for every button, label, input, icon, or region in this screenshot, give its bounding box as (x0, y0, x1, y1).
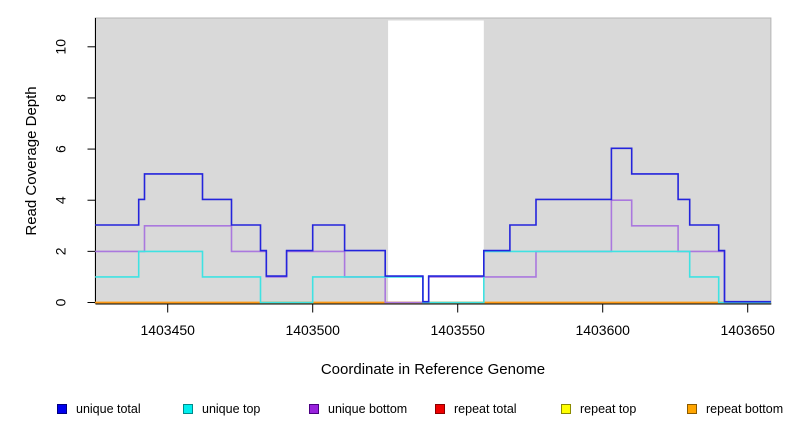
legend-item-repeat-bottom: repeat bottom (687, 398, 783, 420)
legend-swatch-icon (57, 404, 67, 414)
background-shading-layer (94, 17, 772, 304)
coverage-plot: 0 2 4 6 8 10 1403450 1403500 1403550 1403600 14036… (23, 17, 775, 378)
legend-item-unique-top: unique top (183, 398, 260, 420)
y-tick-label: 0 (53, 298, 69, 306)
series-layer (95, 147, 771, 304)
legend-label: repeat top (580, 402, 637, 416)
legend-swatch-icon (687, 404, 697, 414)
legend-swatch-icon (435, 404, 445, 414)
legend-item-unique-total: unique total (57, 398, 141, 420)
series-unique-bottom (95, 199, 771, 304)
legend-label: unique total (76, 402, 141, 416)
legend-swatch-icon (309, 404, 319, 414)
legend-swatch-icon (183, 404, 193, 414)
legend-item-unique-bottom: unique bottom (309, 398, 407, 420)
series-unique-total (95, 147, 771, 303)
unique-region-gap (388, 20, 484, 304)
legend-label: repeat bottom (706, 402, 784, 416)
y-tick-label: 8 (53, 94, 69, 102)
legend-label: unique top (202, 402, 261, 416)
x-tick-label: 1403500 (285, 322, 340, 338)
x-tick-label: 1403550 (430, 322, 485, 338)
y-axis-title: Read Coverage Depth (23, 86, 40, 235)
legend-label: unique bottom (328, 402, 408, 416)
x-tick-label: 1403650 (720, 322, 775, 338)
y-tick-label: 2 (53, 247, 69, 255)
series-unique-top (95, 250, 771, 304)
chart-legend: unique total unique top unique bottom repea… (0, 398, 792, 424)
y-tick-label: 4 (53, 196, 69, 204)
y-tick-label: 10 (53, 39, 69, 55)
x-tick-label: 1403600 (575, 322, 630, 338)
x-axis-title: Coordinate in Reference Genome (321, 361, 545, 378)
legend-item-repeat-total: repeat total (435, 398, 517, 420)
legend-item-repeat-top: repeat top (561, 398, 636, 420)
axes-layer: 0 2 4 6 8 10 1403450 1403500 1403550 1403600 14036… (53, 18, 775, 338)
legend-label: repeat total (454, 402, 517, 416)
y-tick-label: 6 (53, 145, 69, 153)
legend-swatch-icon (561, 404, 571, 414)
x-tick-label: 1403450 (140, 322, 195, 338)
